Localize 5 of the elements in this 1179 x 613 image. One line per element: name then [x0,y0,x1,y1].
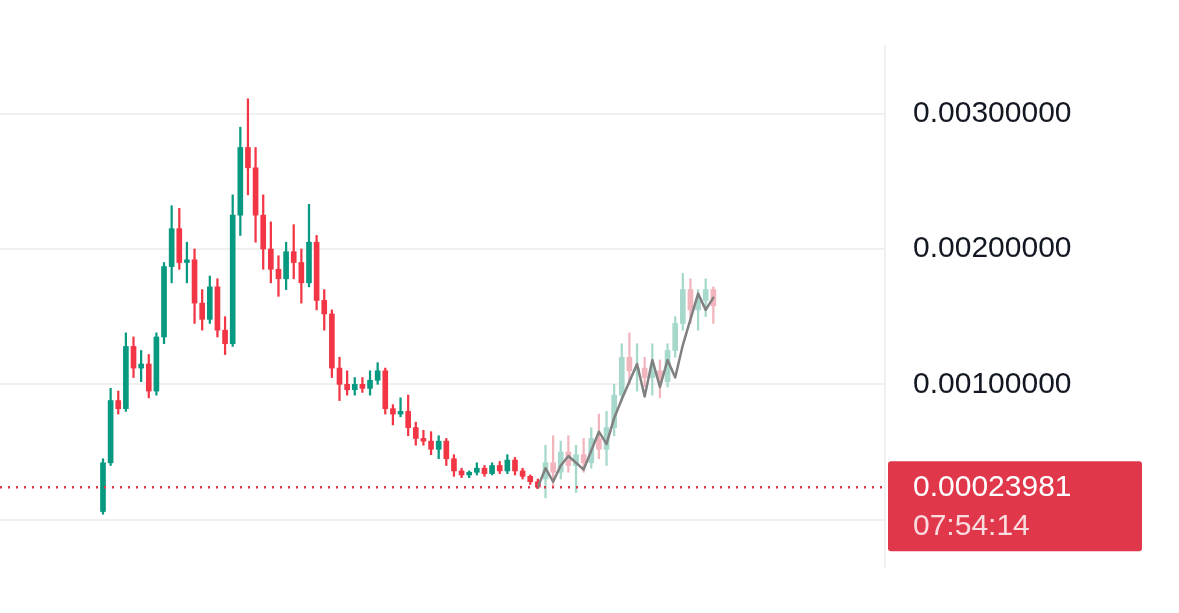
y-tick-label: 0.00300000 [913,94,1072,128]
y-tick-label: 0.00200000 [913,230,1072,264]
ref-line-label: 0.00023981 [913,469,1072,503]
text: 07:54:14 [913,508,1030,542]
y-tick-label: 0.00100000 [913,365,1072,399]
